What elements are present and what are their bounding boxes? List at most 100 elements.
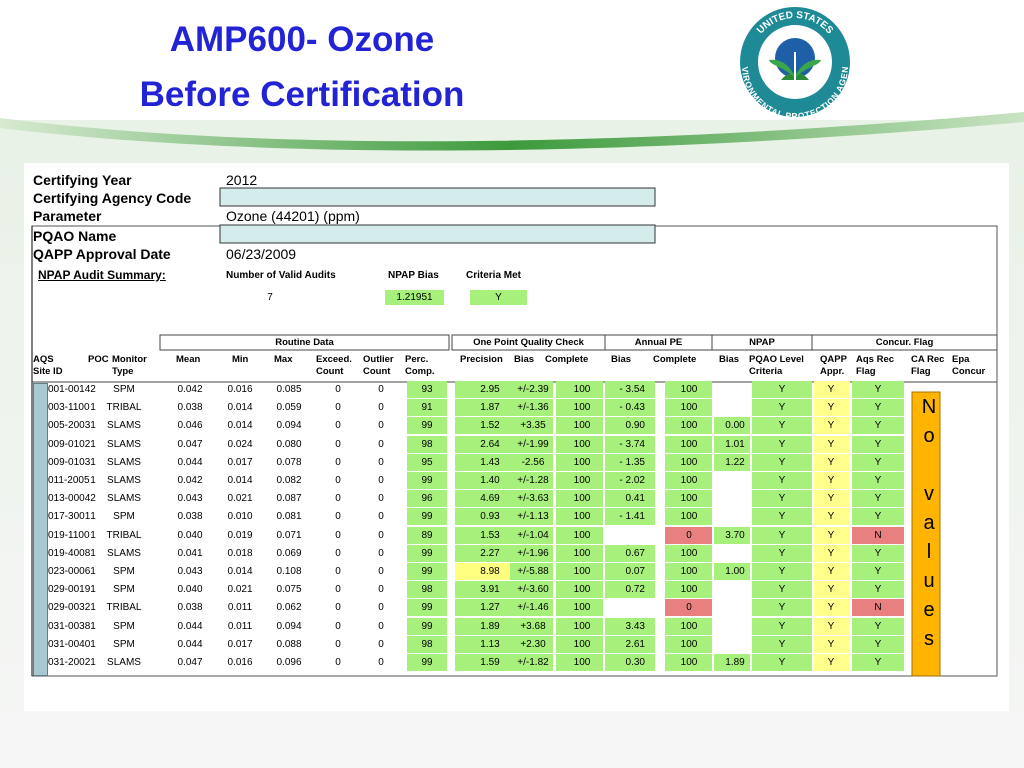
cell-bg	[665, 599, 712, 617]
table-cell: 1	[90, 584, 96, 596]
table-cell: 100	[573, 547, 591, 559]
table-cell: 1	[90, 475, 96, 486]
table-cell: 100	[573, 511, 591, 523]
table-cell: 0.021	[227, 493, 253, 505]
table-cell: 1.40	[480, 475, 500, 486]
column-header: Max	[274, 354, 293, 365]
cell-bg	[455, 617, 510, 635]
table-cell: 100	[680, 402, 698, 414]
cell-bg	[556, 381, 603, 398]
table-cell: 1.27	[480, 602, 500, 614]
cell-bg	[407, 417, 447, 435]
cell-bg	[814, 417, 850, 435]
table-cell: 0.017	[227, 638, 253, 650]
cell-bg	[510, 526, 553, 544]
table-cell: +/-1.04	[517, 529, 549, 541]
table-cell: +2.30	[520, 638, 546, 650]
table-cell: Y	[778, 493, 786, 505]
cell-bg	[510, 635, 553, 653]
table-cell: 023-0006	[48, 566, 91, 577]
table-cell: - 3.54	[619, 384, 645, 395]
table-cell: 0	[378, 438, 384, 450]
column-header: CA Rec Flag	[911, 354, 945, 377]
table-cell: 0.094	[276, 620, 302, 632]
table-cell: 1	[90, 620, 96, 632]
table-cell: 0.41	[625, 493, 645, 505]
table-cell: 0	[335, 584, 341, 596]
table-cell: 1	[90, 420, 96, 432]
cell-bg	[852, 581, 904, 599]
cell-bg	[752, 544, 812, 562]
cell-bg	[605, 508, 655, 526]
table-cell: 99	[421, 602, 433, 614]
cell-bg	[814, 399, 850, 417]
table-cell: Y	[778, 638, 786, 650]
table-cell: 0.30	[625, 657, 645, 668]
cell-bg	[752, 508, 812, 526]
cell-bg	[814, 526, 850, 544]
cell-bg	[605, 544, 655, 562]
table-cell: 0.011	[227, 602, 253, 614]
table-cell: 0.047	[177, 438, 203, 450]
table-cell: 100	[680, 547, 698, 559]
cell-bg	[510, 599, 553, 617]
table-cell: 0.038	[177, 511, 203, 523]
table-cell: 1.43	[480, 456, 500, 468]
table-cell: Y	[778, 438, 786, 450]
cell-bg	[407, 544, 447, 562]
group-header: One Point Quality Check	[473, 337, 584, 348]
table-cell: 0.024	[227, 438, 253, 450]
table-cell: 0.043	[177, 566, 203, 577]
table-cell: 003-1100	[48, 402, 90, 414]
cell-bg	[605, 581, 655, 599]
table-cell: +/-1.28	[517, 475, 549, 486]
table-cell: SPM	[113, 511, 135, 523]
table-cell: 0	[335, 438, 341, 450]
cell-bg	[605, 490, 655, 508]
table-cell: 3.43	[625, 620, 645, 632]
cell-bg	[455, 508, 510, 526]
cell-bg	[510, 490, 553, 508]
cell-bg	[556, 399, 603, 417]
table-cell: +/-1.36	[517, 402, 549, 414]
cell-bg	[752, 490, 812, 508]
table-cell: SPM	[113, 384, 135, 395]
table-cell: 0.021	[227, 584, 253, 596]
table-cell: Y	[778, 566, 786, 577]
cell-bg	[852, 399, 904, 417]
table-cell: 100	[680, 638, 698, 650]
table-cell: SLAMS	[107, 493, 141, 505]
table-cell: Y	[874, 402, 882, 414]
table-cell: 1.87	[480, 402, 500, 414]
table-cell: 93	[421, 384, 433, 395]
table-cell: 0.044	[177, 638, 203, 650]
cell-bg	[852, 435, 904, 453]
table-cell: +/-2.39	[517, 384, 549, 395]
table-cell: Y	[827, 456, 835, 468]
table-cell: +3.68	[520, 620, 546, 632]
table-cell: 0.014	[227, 475, 253, 486]
cell-bg	[665, 635, 712, 653]
cell-bg	[407, 490, 447, 508]
table-cell: 0.042	[177, 475, 203, 486]
table-cell: Y	[827, 438, 835, 450]
table-cell: 0.07	[625, 566, 645, 577]
info-label: Parameter	[33, 208, 102, 224]
cell-bg	[605, 635, 655, 653]
table-cell: 0	[335, 402, 341, 414]
cell-bg	[752, 381, 812, 398]
table-cell: 0	[378, 602, 384, 614]
npap-value: Y	[495, 292, 502, 303]
cell-bg	[714, 654, 750, 671]
cell-bg	[455, 381, 510, 398]
column-header: QAPP Appr.	[820, 354, 847, 377]
cell-bg	[605, 654, 655, 671]
table-cell: 0.075	[276, 584, 302, 596]
npap-value: 1.21951	[396, 292, 433, 303]
table-cell: Y	[778, 420, 786, 432]
table-cell: 013-0004	[48, 493, 91, 505]
cell-bg	[510, 563, 553, 580]
table-cell: +3.35	[520, 420, 546, 432]
cell-bg	[407, 399, 447, 417]
cell-bg	[510, 453, 553, 471]
